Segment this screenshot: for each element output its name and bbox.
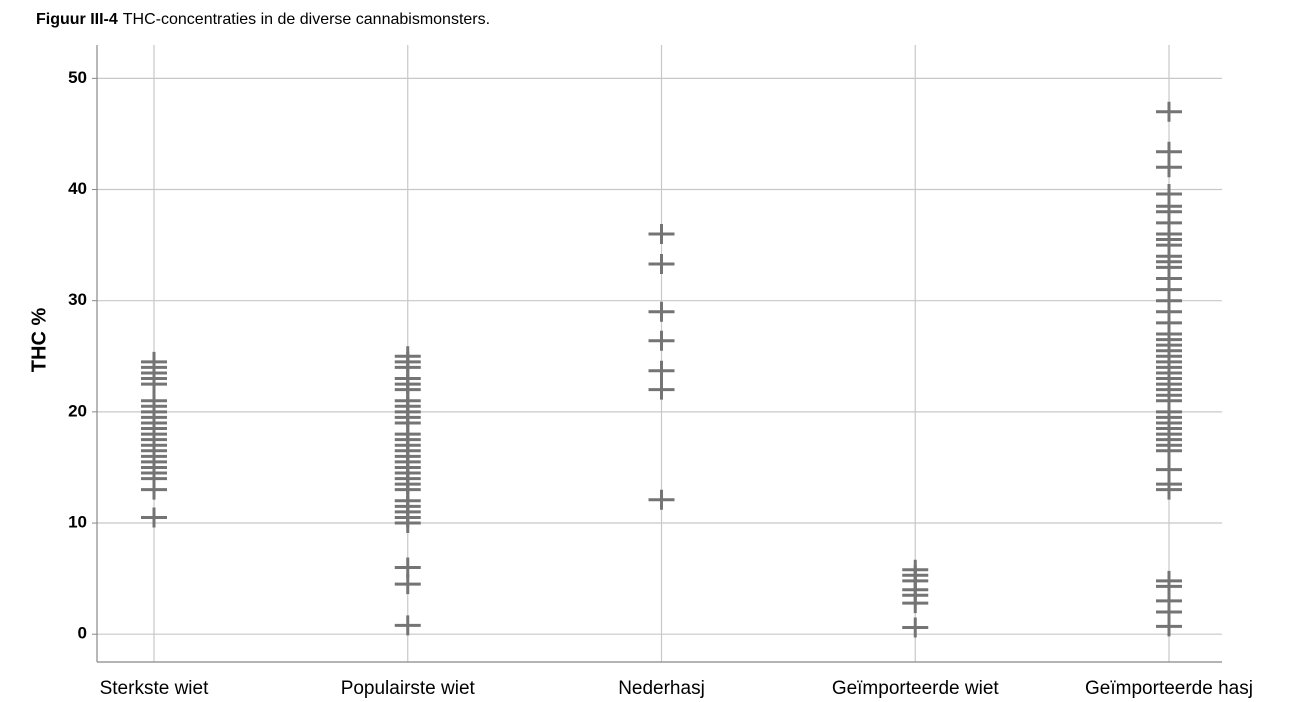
plus-marker [648, 489, 675, 510]
y-tick-label: 0 [78, 624, 87, 643]
plus-marker [902, 617, 929, 638]
title-label: Figuur III-4 [36, 11, 118, 28]
plus-marker [648, 360, 675, 381]
plus-marker [648, 330, 675, 351]
plus-marker [141, 374, 167, 395]
plus-marker [394, 574, 421, 595]
plus-marker [1156, 440, 1182, 461]
plus-marker [1156, 157, 1182, 178]
y-axis-label: THC % [28, 308, 50, 373]
plus-marker [648, 379, 675, 400]
plus-marker [141, 479, 167, 500]
x-tick-label: Geïmporteerde hasj [1085, 678, 1253, 699]
plus-marker [1156, 479, 1182, 500]
y-tick-label: 20 [68, 401, 87, 420]
title-text: THC-concentraties in de diverse cannabis… [123, 11, 490, 28]
plus-marker [394, 513, 421, 534]
plus-marker [648, 223, 675, 244]
plus-marker [394, 615, 421, 636]
plus-marker [141, 507, 167, 528]
chart-title: Figuur III-4 THC-concentraties in de dive… [36, 11, 490, 28]
plus-marker [1156, 616, 1182, 637]
x-tick-label: Sterkste wiet [100, 678, 209, 699]
plus-marker [648, 254, 675, 275]
y-tick-label: 40 [68, 179, 87, 198]
x-tick-label: Geïmporteerde wiet [832, 678, 1000, 699]
plus-marker [1156, 101, 1182, 122]
y-tick-label: 10 [68, 513, 87, 532]
x-tick-label: Nederhasj [618, 678, 705, 699]
x-tick-label: Populairste wiet [341, 678, 476, 699]
plus-marker [394, 557, 421, 578]
y-tick-label: 30 [68, 290, 87, 309]
y-tick-label: 50 [68, 68, 87, 87]
plus-marker [648, 301, 675, 322]
plus-marker [902, 593, 929, 614]
